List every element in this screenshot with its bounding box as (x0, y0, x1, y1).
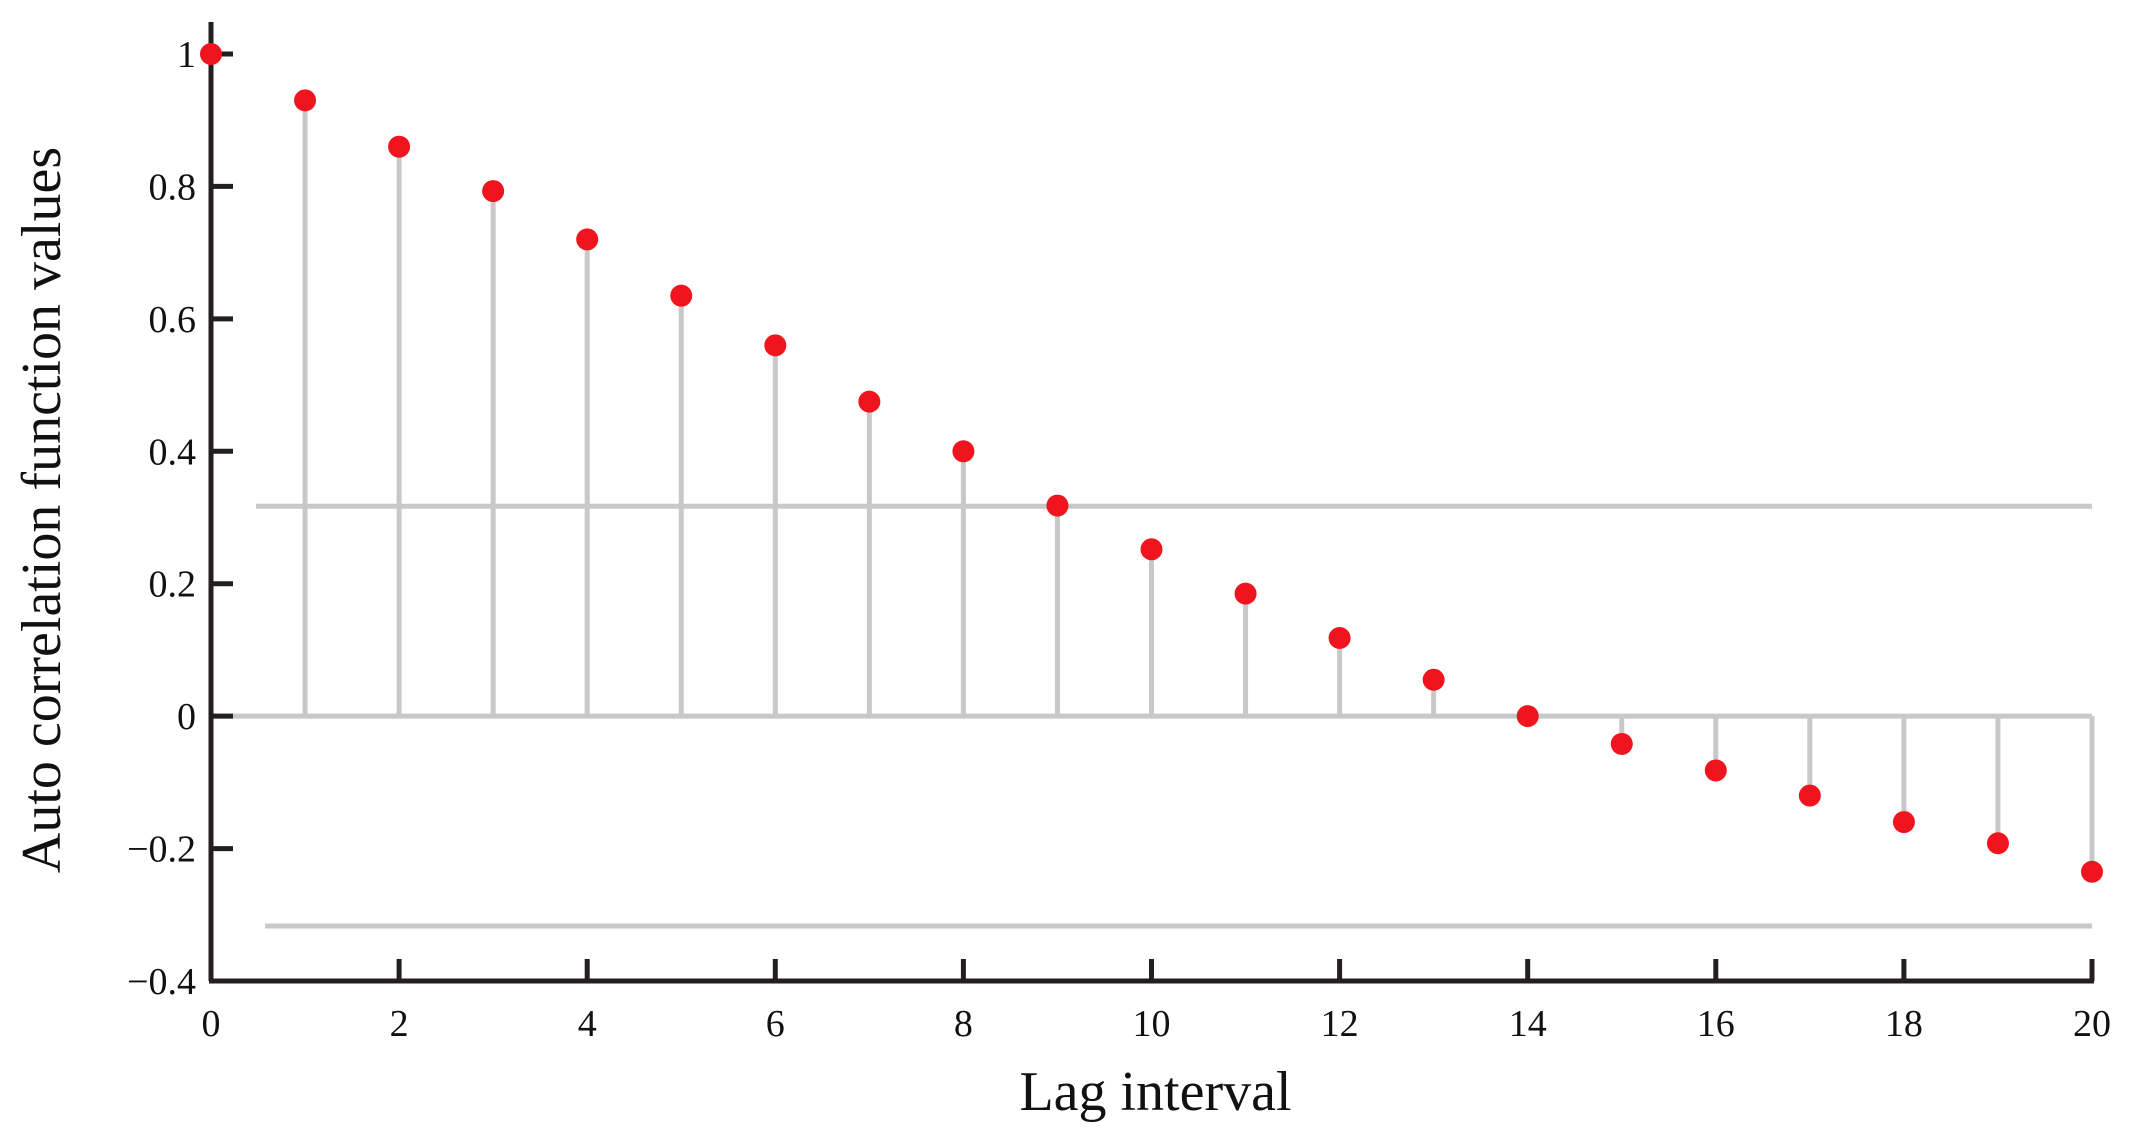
markers (200, 43, 2103, 883)
x-tick-label-10: 20 (2073, 1003, 2111, 1045)
y-tick-label-7: −0.4 (127, 961, 196, 1003)
y-tick-label-3: 0.4 (149, 431, 197, 473)
marker-15 (1610, 732, 1633, 755)
marker-10 (1140, 538, 1163, 561)
marker-20 (2081, 860, 2103, 883)
y-tick-label-0: 1 (177, 34, 196, 76)
marker-9 (1046, 494, 1069, 517)
x-tick-label-1: 2 (390, 1003, 409, 1045)
y-ticks: 1 0.8 0.6 0.4 0.2 0 −0.2 −0.4 (127, 34, 233, 1003)
x-tick-label-4: 8 (954, 1003, 973, 1045)
x-tick-label-5: 10 (1133, 1003, 1171, 1045)
x-tick-label-8: 16 (1697, 1003, 1735, 1045)
x-tick-label-2: 4 (578, 1003, 597, 1045)
marker-8 (952, 440, 975, 463)
marker-18 (1892, 811, 1915, 834)
marker-19 (1986, 832, 2009, 855)
marker-7 (858, 390, 881, 413)
marker-14 (1516, 705, 1539, 728)
x-axis-title: Lag interval (1019, 1061, 1291, 1123)
y-axis-title: Auto correlation function values (11, 147, 73, 873)
marker-1 (294, 89, 317, 112)
y-tick-label-2: 0.6 (149, 299, 197, 341)
y-tick-label-4: 0.2 (149, 564, 197, 606)
x-tick-label-6: 12 (1321, 1003, 1359, 1045)
marker-12 (1328, 627, 1351, 650)
marker-6 (764, 334, 787, 357)
y-tick-label-1: 0.8 (149, 166, 197, 208)
marker-16 (1704, 759, 1727, 782)
y-tick-label-5: 0 (177, 696, 196, 738)
y-tick-label-6: −0.2 (127, 829, 196, 871)
x-ticks: 0 2 4 6 8 10 12 14 16 18 20 (202, 959, 2111, 1045)
marker-17 (1798, 784, 1821, 807)
x-tick-label-7: 14 (1509, 1003, 1547, 1045)
confidence-bounds (256, 503, 2092, 929)
marker-0 (200, 43, 222, 65)
marker-5 (670, 284, 693, 307)
marker-3 (482, 180, 505, 203)
marker-2 (388, 135, 411, 158)
marker-11 (1234, 582, 1257, 605)
marker-4 (576, 228, 599, 251)
marker-13 (1422, 668, 1445, 691)
stems (302, 100, 2095, 872)
x-tick-label-0: 0 (202, 1003, 221, 1045)
x-tick-label-3: 6 (766, 1003, 785, 1045)
x-tick-label-9: 18 (1885, 1003, 1923, 1045)
